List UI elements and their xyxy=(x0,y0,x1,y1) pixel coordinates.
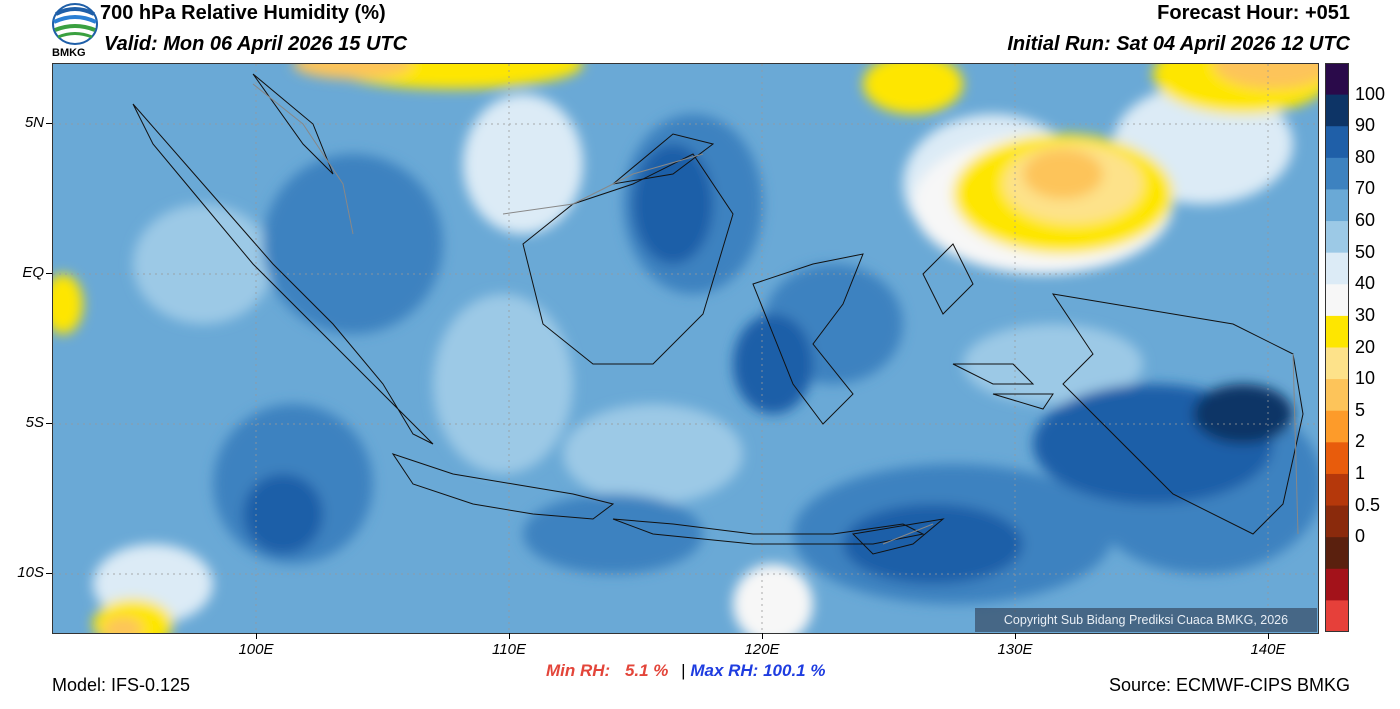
colorbar-label: 70 xyxy=(1355,178,1376,199)
copyright-note: Copyright Sub Bidang Prediksi Cuaca BMKG… xyxy=(975,608,1317,632)
lat-tick xyxy=(46,423,52,424)
lat-label-5n: 5N xyxy=(24,114,44,131)
colorbar-label: 0.5 xyxy=(1355,494,1381,515)
colorbar-swatch xyxy=(1325,315,1349,348)
colorbar-label: 30 xyxy=(1355,304,1376,325)
lon-label-140e: 140E xyxy=(1250,641,1286,658)
colorbar-label: 10 xyxy=(1355,368,1376,389)
model-name: Model: IFS-0.125 xyxy=(52,675,191,695)
colorbar-swatch xyxy=(1325,379,1349,412)
colorbar-label: 5 xyxy=(1355,399,1366,420)
colorbar-label: 40 xyxy=(1355,273,1376,294)
lon-tick xyxy=(1015,633,1016,639)
colorbar-swatch xyxy=(1325,442,1349,475)
colorbar-label: 90 xyxy=(1355,115,1376,136)
colorbar-swatch xyxy=(1325,537,1349,570)
lat-label-5s: 5S xyxy=(25,414,44,431)
lat-tick xyxy=(46,273,52,274)
colorbar-label: 100 xyxy=(1355,83,1386,104)
lon-tick xyxy=(509,633,510,639)
colorbar-label: 60 xyxy=(1355,210,1376,231)
data-source: Source: ECMWF-CIPS BMKG xyxy=(1108,675,1350,695)
colorbar-swatch xyxy=(1325,189,1349,222)
lat-tick xyxy=(46,573,52,574)
logo-text: BMKG xyxy=(52,47,86,59)
chart-title: 700 hPa Relative Humidity (%) xyxy=(100,2,386,24)
colorbar-label: 1 xyxy=(1355,462,1366,483)
colorbar-swatch xyxy=(1325,568,1349,601)
lon-label-130e: 130E xyxy=(997,641,1033,658)
lat-tick xyxy=(46,123,52,124)
max-rh-label: Max RH: xyxy=(690,661,759,680)
humidity-map xyxy=(52,63,1319,634)
colorbar-swatch xyxy=(1325,221,1349,254)
colorbar-label: 50 xyxy=(1355,241,1376,262)
rh-stats: Min RH: 5.1 % | Max RH: 100.1 % xyxy=(546,661,825,681)
colorbar-label: 0 xyxy=(1355,526,1366,547)
initial-run: Initial Run: Sat 04 April 2026 12 UTC xyxy=(1007,33,1350,55)
colorbar-swatch xyxy=(1325,505,1349,538)
colorbar-swatches xyxy=(1325,63,1349,633)
colorbar-label: 80 xyxy=(1355,146,1376,167)
colorbar-swatch xyxy=(1325,157,1349,190)
forecast-hour: Forecast Hour: +051 xyxy=(1157,2,1350,24)
max-rh-value: 100.1 % xyxy=(763,661,826,680)
colorbar-label: 2 xyxy=(1355,431,1366,452)
colorbar-swatch xyxy=(1325,410,1349,443)
colorbar-swatch xyxy=(1325,473,1349,507)
lon-label-120e: 120E xyxy=(744,641,780,658)
colorbar-swatch xyxy=(1325,347,1349,380)
lon-tick xyxy=(762,633,763,639)
colorbar-label: 20 xyxy=(1355,336,1376,357)
colorbar-swatch xyxy=(1325,94,1349,127)
colorbar-swatch xyxy=(1325,252,1349,285)
stats-separator: | xyxy=(681,661,686,680)
lon-label-110e: 110E xyxy=(492,641,526,658)
lon-label-100e: 100E xyxy=(238,641,274,658)
lat-label-eq: EQ xyxy=(22,264,44,281)
colorbar-swatch xyxy=(1325,126,1349,159)
lon-tick xyxy=(256,633,257,639)
lon-tick xyxy=(1268,633,1269,639)
colorbar-swatch xyxy=(1325,63,1349,96)
colorbar xyxy=(1325,63,1349,633)
valid-time: Valid: Mon 06 April 2026 15 UTC xyxy=(104,33,408,55)
colorbar-border xyxy=(1325,63,1349,632)
colorbar-swatch xyxy=(1325,600,1349,633)
min-rh-label: Min RH: xyxy=(546,661,611,680)
colorbar-swatch xyxy=(1325,284,1349,317)
bmkg-logo xyxy=(50,0,100,60)
lat-label-10s: 10S xyxy=(17,564,44,581)
min-rh-value: 5.1 % xyxy=(624,661,669,680)
